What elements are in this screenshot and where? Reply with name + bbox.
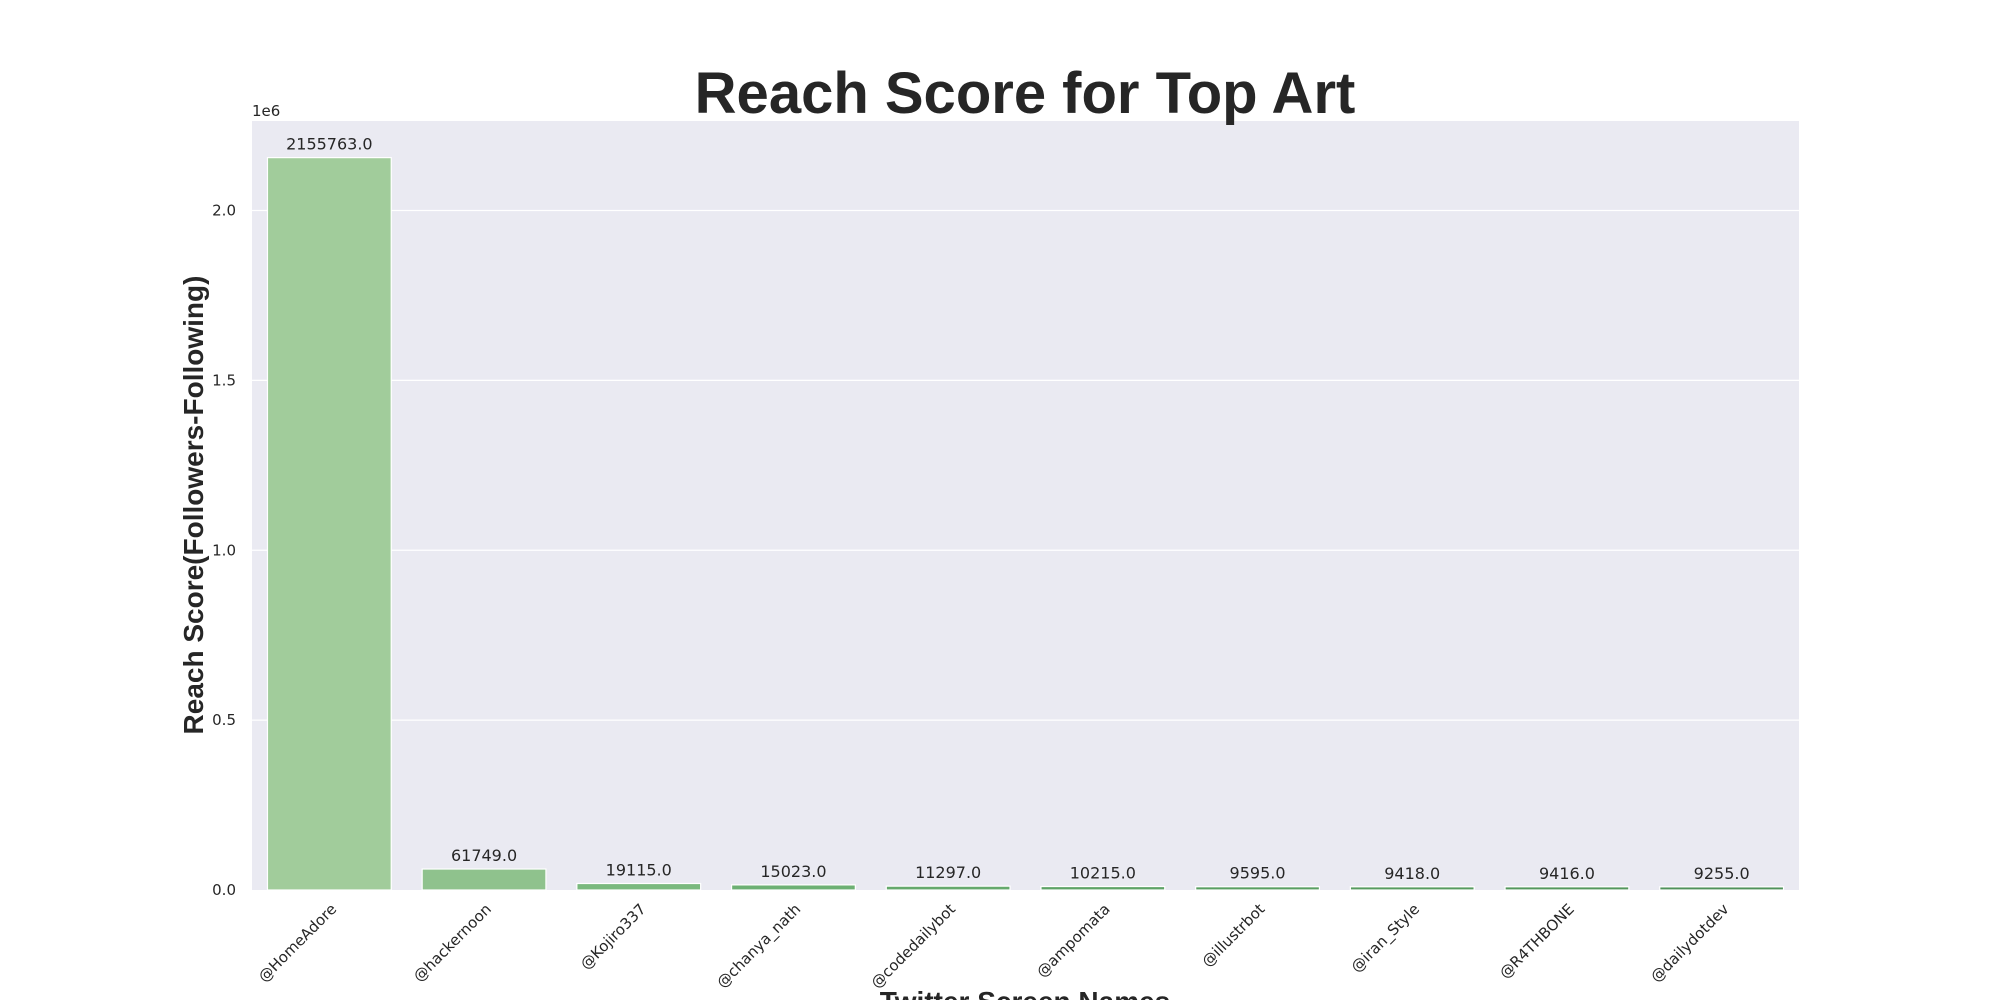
chart-title: Reach Score for Top Art bbox=[695, 61, 1356, 126]
bar-value-label: 19115.0 bbox=[606, 861, 672, 880]
y-tick-label: 1.0 bbox=[212, 541, 236, 559]
bar-value-label: 61749.0 bbox=[451, 846, 517, 865]
bar bbox=[576, 882, 702, 891]
bar bbox=[1040, 885, 1166, 891]
bar-value-label: 15023.0 bbox=[760, 862, 826, 881]
x-axis-ticks: @HomeAdore @hackernoon @Kojiro337 @chanya_n… bbox=[255, 900, 1733, 992]
y-tick-label: 1.5 bbox=[212, 371, 236, 389]
x-tick-label: @dailydotdev bbox=[1647, 900, 1733, 986]
x-axis-label: Twitter Screen Names bbox=[880, 986, 1171, 1000]
bar-value-label: 9255.0 bbox=[1694, 864, 1750, 883]
bar-value-label: 11297.0 bbox=[915, 863, 981, 882]
x-tick-label: @R4THBONE bbox=[1496, 900, 1578, 982]
y-axis-ticks: 0.0 0.5 1.0 1.5 2.0 bbox=[212, 202, 236, 899]
bar-value-label: 9418.0 bbox=[1384, 864, 1440, 883]
bar-value-label: 9595.0 bbox=[1230, 864, 1286, 883]
y-tick-label: 0.5 bbox=[212, 711, 236, 729]
bar-value-label: 2155763.0 bbox=[286, 135, 373, 154]
plot-background bbox=[252, 121, 1799, 890]
x-tick-label: @iran_Style bbox=[1347, 900, 1424, 977]
x-tick-label: @ampomata bbox=[1033, 900, 1114, 981]
x-tick-label: @Kojiro337 bbox=[577, 900, 650, 973]
y-axis-label: Reach Score(Followers-Following) bbox=[178, 276, 209, 735]
bar-value-label: 10215.0 bbox=[1070, 864, 1136, 883]
bar bbox=[421, 868, 547, 891]
bar bbox=[1504, 886, 1630, 891]
x-tick-label: @HomeAdore bbox=[255, 900, 341, 986]
bar bbox=[1349, 886, 1475, 891]
y-tick-label: 0.0 bbox=[212, 881, 236, 899]
y-offset-label: 1e6 bbox=[252, 102, 280, 120]
grid-lines bbox=[252, 209, 1799, 721]
bar-value-label: 9416.0 bbox=[1539, 864, 1595, 883]
y-tick-label: 2.0 bbox=[212, 202, 236, 220]
bar bbox=[1195, 886, 1321, 891]
bar bbox=[730, 884, 856, 891]
x-tick-label: @illustrbot bbox=[1198, 900, 1268, 970]
bars bbox=[266, 157, 1785, 891]
bar bbox=[266, 157, 392, 891]
bar-value-labels: 2155763.0 61749.0 19115.0 15023.0 11297.0 102… bbox=[286, 135, 1750, 883]
x-tick-label: @codedailybot bbox=[867, 900, 959, 992]
bar bbox=[1659, 886, 1785, 891]
x-tick-label: @chanya_nath bbox=[713, 900, 805, 992]
bar bbox=[885, 885, 1011, 891]
x-tick-label: @hackernoon bbox=[410, 900, 495, 985]
